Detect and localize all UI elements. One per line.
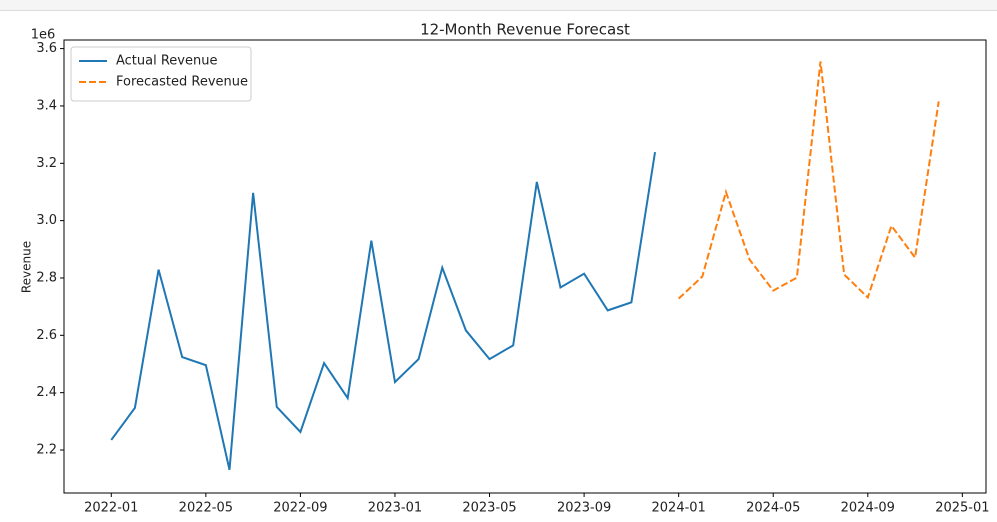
x-tick-label: 2024-05 bbox=[746, 501, 800, 516]
x-tick-label: 2025-01 bbox=[935, 501, 989, 516]
x-tick-label: 2023-09 bbox=[557, 501, 611, 516]
series-line bbox=[677, 61, 940, 300]
x-tick-label: 2023-05 bbox=[462, 501, 516, 516]
plot-frame bbox=[63, 39, 987, 494]
y-tick-label: 3.4 bbox=[36, 98, 57, 113]
legend-label: Forecasted Revenue bbox=[116, 75, 248, 90]
x-tick-label: 2022-09 bbox=[273, 501, 327, 516]
series-line bbox=[110, 151, 657, 470]
y-tick-label: 2.6 bbox=[36, 328, 57, 343]
y-tick-label: 2.8 bbox=[36, 270, 57, 285]
window-strip bbox=[0, 0, 997, 10]
chart-title: 12-Month Revenue Forecast bbox=[420, 21, 630, 39]
x-tick-label: 2024-09 bbox=[841, 501, 895, 516]
x-tick-label: 2024-01 bbox=[652, 501, 706, 516]
y-tick-label: 3.6 bbox=[36, 41, 57, 56]
legend-label: Actual Revenue bbox=[116, 54, 217, 69]
x-tick-label: 2022-05 bbox=[179, 501, 233, 516]
y-tick-label: 2.4 bbox=[36, 385, 57, 400]
y-tick-label: 3.0 bbox=[36, 213, 57, 228]
legend-box bbox=[70, 46, 252, 102]
x-tick-label: 2022-01 bbox=[84, 501, 138, 516]
y-axis-label: Revenue bbox=[20, 241, 34, 293]
y-tick-label: 3.2 bbox=[36, 156, 57, 171]
x-tick-label: 2023-01 bbox=[368, 501, 422, 516]
y-tick-label: 2.2 bbox=[36, 442, 57, 457]
y-offset-label: 1e6 bbox=[31, 28, 56, 43]
